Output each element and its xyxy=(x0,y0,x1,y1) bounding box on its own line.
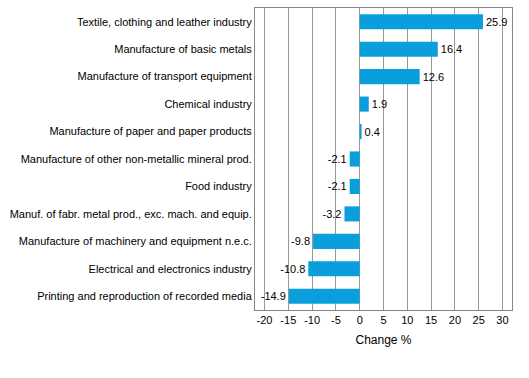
svg-text:16.4: 16.4 xyxy=(441,43,462,55)
svg-text:0.4: 0.4 xyxy=(365,126,380,138)
svg-text:Manufacture of paper and paper: Manufacture of paper and paper products xyxy=(49,125,252,137)
svg-text:-9.8: -9.8 xyxy=(291,235,310,247)
svg-text:5: 5 xyxy=(380,314,386,326)
svg-text:25.9: 25.9 xyxy=(486,16,507,28)
svg-text:12.6: 12.6 xyxy=(423,71,444,83)
svg-text:-20: -20 xyxy=(257,314,273,326)
svg-text:-2.1: -2.1 xyxy=(328,153,347,165)
svg-text:-14.9: -14.9 xyxy=(261,290,286,302)
svg-text:Textile, clothing and leather: Textile, clothing and leather industry xyxy=(77,16,252,28)
svg-text:-10: -10 xyxy=(304,314,320,326)
svg-text:-5: -5 xyxy=(331,314,341,326)
svg-text:Printing and reproduction of r: Printing and reproduction of recorded me… xyxy=(37,290,253,302)
svg-text:1.9: 1.9 xyxy=(372,98,387,110)
svg-text:-2.1: -2.1 xyxy=(328,180,347,192)
svg-text:Change %: Change % xyxy=(355,333,411,347)
svg-text:Manufacture of basic metals: Manufacture of basic metals xyxy=(114,43,252,55)
svg-text:Manufacture of transport equip: Manufacture of transport equipment xyxy=(78,70,252,82)
svg-text:20: 20 xyxy=(449,314,461,326)
svg-text:0: 0 xyxy=(357,314,363,326)
svg-text:Manufacture of other non-metal: Manufacture of other non-metallic minera… xyxy=(21,153,252,165)
svg-text:30: 30 xyxy=(496,314,508,326)
svg-text:-10.8: -10.8 xyxy=(280,263,305,275)
svg-text:15: 15 xyxy=(425,314,437,326)
svg-text:Manufacture of machinery and e: Manufacture of machinery and equipment n… xyxy=(19,235,252,247)
svg-text:Electrical and electronics ind: Electrical and electronics industry xyxy=(89,263,253,275)
svg-text:-3.2: -3.2 xyxy=(323,208,342,220)
svg-text:-15: -15 xyxy=(280,314,296,326)
svg-text:Manuf. of fabr. metal prod., e: Manuf. of fabr. metal prod., exc. mach. … xyxy=(10,208,252,220)
svg-text:10: 10 xyxy=(401,314,413,326)
svg-text:Food industry: Food industry xyxy=(185,180,252,192)
svg-text:Chemical industry: Chemical industry xyxy=(164,98,252,110)
svg-text:25: 25 xyxy=(473,314,485,326)
